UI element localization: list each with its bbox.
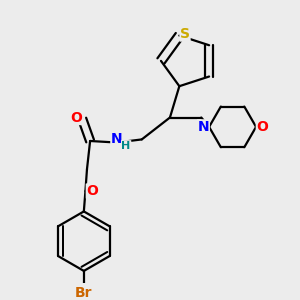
Text: N: N — [111, 132, 122, 146]
Text: H: H — [122, 141, 131, 151]
Text: O: O — [71, 110, 82, 124]
Text: N: N — [198, 120, 209, 134]
Text: O: O — [256, 120, 268, 134]
Text: O: O — [86, 184, 98, 198]
Text: Br: Br — [75, 286, 93, 300]
Text: S: S — [180, 27, 190, 41]
